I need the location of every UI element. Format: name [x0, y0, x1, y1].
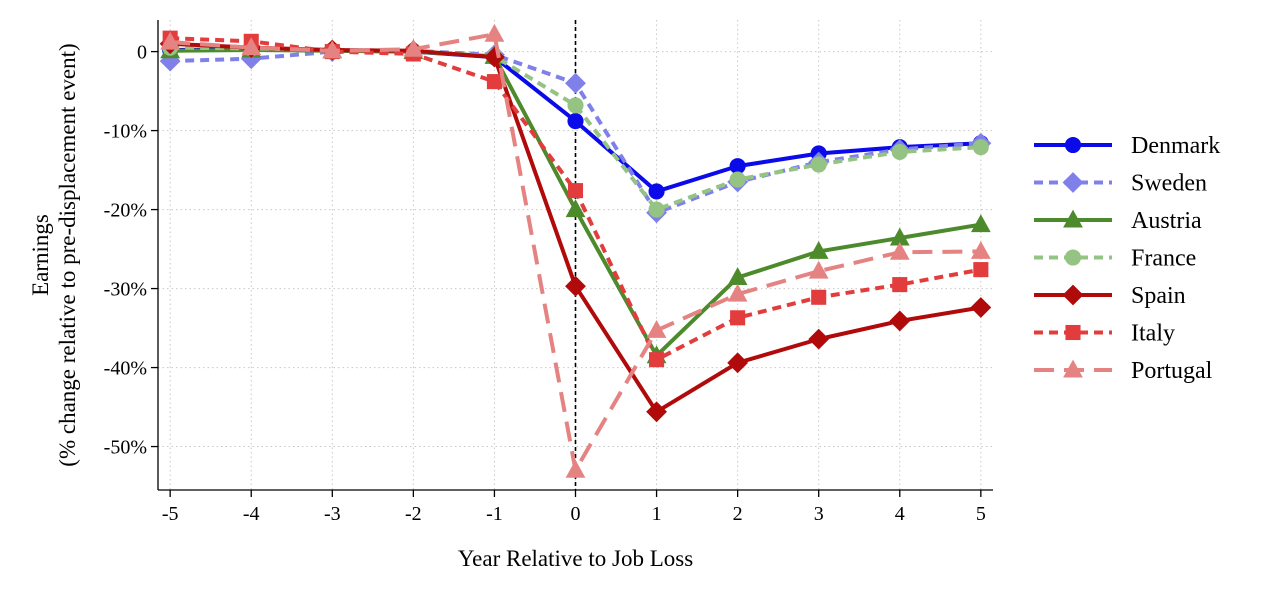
legend-item-spain: Spain: [1034, 283, 1186, 309]
series-portugal: [160, 23, 991, 478]
legend-label-portugal: Portugal: [1131, 358, 1213, 384]
data-point-italy: [486, 74, 502, 90]
data-point-spain: [970, 297, 992, 318]
data-point-italy: [649, 352, 665, 368]
data-point-italy: [811, 289, 827, 305]
data-point-italy: [892, 277, 908, 293]
axes: [151, 20, 993, 497]
legend-label-denmark: Denmark: [1131, 133, 1220, 159]
legend-item-denmark: Denmark: [1034, 133, 1220, 159]
data-point-portugal: [403, 38, 424, 57]
data-point-austria: [970, 214, 991, 233]
legend-marker-france: [1064, 249, 1082, 266]
y-axis-title-line-1: Earnings: [28, 214, 53, 296]
data-point-france: [891, 143, 908, 160]
x-tick-label: 2: [733, 503, 743, 525]
data-point-denmark: [729, 158, 746, 175]
x-tick-label: -5: [162, 503, 179, 525]
data-point-portugal: [889, 241, 910, 260]
data-point-denmark: [567, 113, 584, 130]
legend-label-italy: Italy: [1131, 321, 1175, 347]
x-tick-label: 0: [571, 503, 581, 525]
legend-marker-austria: [1063, 209, 1083, 228]
x-tick-label: -4: [243, 503, 260, 525]
legend-marker-denmark: [1064, 136, 1082, 154]
data-point-austria: [889, 227, 910, 246]
legend-label-france: France: [1131, 246, 1196, 272]
data-point-italy: [730, 310, 746, 326]
y-tick-label: 0: [137, 42, 147, 64]
legend-item-france: France: [1034, 246, 1196, 272]
y-tick-label: -10%: [104, 121, 147, 143]
data-point-portugal: [241, 37, 262, 56]
data-point-portugal: [970, 241, 991, 259]
data-point-spain: [646, 401, 667, 423]
data-point-portugal: [646, 320, 667, 338]
y-axis-title: Earnings (% change relative to pre-displ…: [28, 43, 80, 466]
data-point-spain: [808, 328, 830, 350]
legend-marker-spain: [1062, 284, 1084, 306]
legend-item-portugal: Portugal: [1034, 358, 1213, 384]
x-tick-label: 1: [652, 503, 662, 525]
data-point-france: [567, 97, 584, 114]
data-point-portugal: [484, 23, 505, 42]
y-tick-label: -20%: [104, 200, 147, 222]
data-point-sweden: [565, 72, 586, 94]
x-tick-label: 5: [976, 503, 986, 525]
y-axis-title-line-2: (% change relative to pre-displacement e…: [55, 43, 80, 466]
x-tick-label: -1: [486, 503, 503, 525]
legend-label-sweden: Sweden: [1131, 171, 1207, 197]
data-point-france: [729, 171, 746, 188]
tick-labels: 0 -10% -20% -30% -40% -50% -5 -4 -3 -2 -1 0 1 2 3 4 5: [104, 42, 986, 525]
x-tick-label: -3: [324, 503, 341, 525]
data-point-austria: [565, 199, 586, 218]
legend-marker-sweden: [1062, 172, 1084, 193]
legend-item-austria: Austria: [1034, 208, 1202, 234]
x-tick-label: 3: [814, 503, 824, 525]
y-tick-label: -40%: [104, 358, 147, 380]
x-axis-title: Year Relative to Job Loss: [458, 546, 693, 571]
data-point-austria: [808, 241, 829, 259]
legend-item-sweden: Sweden: [1034, 171, 1207, 197]
legend: Denmark Sweden Austria France Spain Italy Port…: [1034, 133, 1220, 384]
data-point-portugal: [727, 283, 748, 302]
x-tick-label: 4: [895, 503, 905, 525]
data-point-austria: [727, 267, 748, 286]
series-lines: [159, 23, 992, 478]
data-point-portugal: [160, 31, 181, 50]
x-tick-label: -2: [405, 503, 422, 525]
legend-marker-italy: [1065, 324, 1081, 341]
data-point-france: [648, 201, 665, 218]
legend-item-italy: Italy: [1034, 321, 1175, 347]
legend-marker-portugal: [1063, 359, 1083, 378]
data-point-portugal: [565, 459, 586, 478]
y-tick-label: -30%: [104, 279, 147, 301]
legend-label-spain: Spain: [1131, 283, 1186, 309]
data-point-spain: [889, 310, 911, 332]
data-point-denmark: [648, 183, 665, 200]
data-point-france: [972, 139, 989, 156]
data-point-italy: [973, 262, 989, 278]
y-tick-label: -50%: [104, 437, 147, 459]
data-point-spain: [727, 352, 749, 374]
data-point-portugal: [322, 40, 343, 59]
legend-label-austria: Austria: [1131, 208, 1202, 234]
data-point-france: [810, 156, 827, 173]
data-point-italy: [567, 183, 584, 199]
data-point-spain: [565, 275, 586, 297]
data-point-portugal: [808, 260, 829, 279]
